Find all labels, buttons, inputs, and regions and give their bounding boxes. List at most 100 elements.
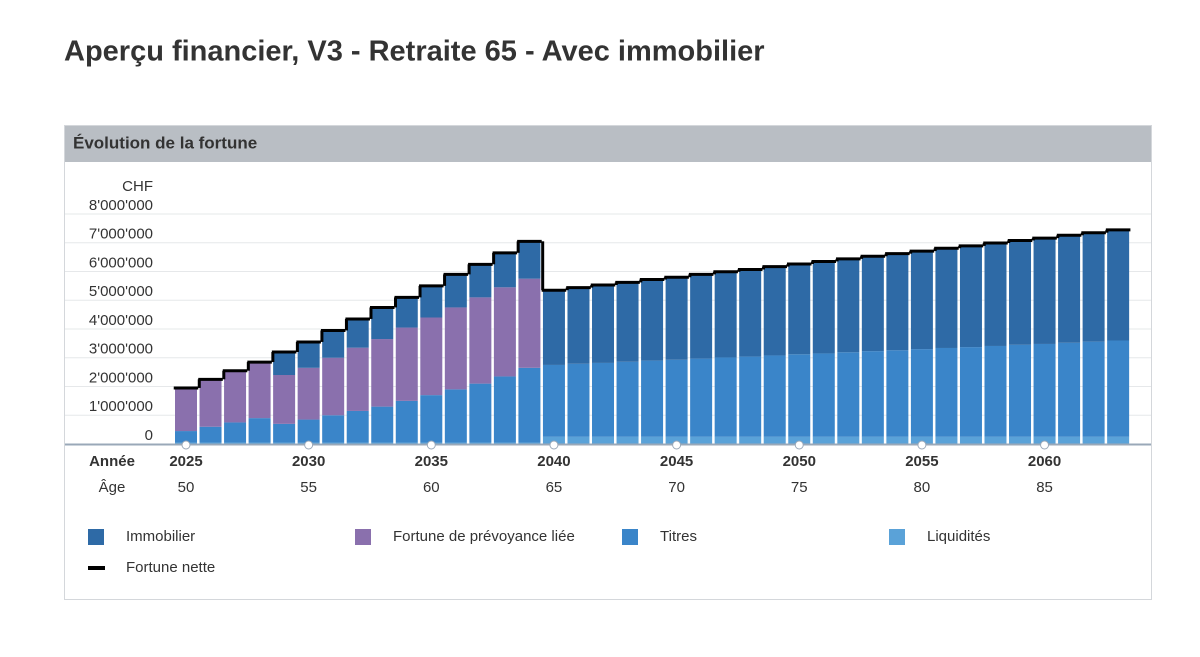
bar-segment <box>910 436 933 444</box>
bar-segment <box>567 287 590 364</box>
x-axis-dot <box>304 440 314 450</box>
bar-segment <box>273 375 296 424</box>
bar-segment <box>371 339 394 407</box>
bar-segment <box>641 436 664 444</box>
bar-segment <box>714 271 737 358</box>
legend-label: Immobilier <box>126 528 195 545</box>
bar-segment <box>861 436 884 444</box>
y-unit: CHF <box>122 178 153 195</box>
bar-segment <box>371 307 394 340</box>
bar-segment <box>224 370 247 423</box>
bar-segment <box>1082 436 1105 444</box>
bar-segment <box>1107 229 1130 341</box>
bar-segment <box>959 347 982 437</box>
bar-segment <box>395 297 418 328</box>
bar-segment <box>469 383 492 443</box>
bar-segment <box>1033 436 1056 444</box>
bar-segment <box>444 307 467 390</box>
bar-segment <box>469 264 492 298</box>
legend-swatch <box>355 529 371 545</box>
bar-segment <box>1009 240 1032 345</box>
legend-label: Fortune de prévoyance liée <box>393 528 575 545</box>
bar-segment <box>542 290 565 365</box>
bar-segment <box>199 426 222 443</box>
legend-label: Fortune nette <box>126 559 215 576</box>
bar-segment <box>714 436 737 444</box>
bar-segment <box>886 350 909 437</box>
bar-segment <box>542 436 565 444</box>
bar-segment <box>273 352 296 375</box>
bar-segment <box>665 277 688 360</box>
y-tick-label: 0 <box>145 427 153 444</box>
bar-segment <box>592 285 615 363</box>
x-axis-dot <box>181 440 191 450</box>
age-label: 80 <box>914 479 931 496</box>
bar-segment <box>739 269 762 357</box>
bar-segment <box>861 351 884 437</box>
legend-swatch <box>889 529 905 545</box>
bar-segment <box>616 436 639 444</box>
bar-segment <box>444 389 467 443</box>
bar-segment <box>861 256 884 352</box>
y-tick-label: 6'000'000 <box>89 254 153 271</box>
age-label: 55 <box>300 479 317 496</box>
bar-segment <box>616 282 639 362</box>
x-tick-label: 2050 <box>783 453 816 470</box>
bar-segment <box>592 362 615 437</box>
bar-segment <box>175 431 197 443</box>
bar-segment <box>763 266 786 356</box>
bar-segment <box>273 423 296 443</box>
bar-segment <box>690 436 713 444</box>
bar-segment <box>910 349 933 437</box>
bar-segment <box>812 353 835 437</box>
bar-segment <box>322 442 345 444</box>
bar-segment <box>1009 436 1032 444</box>
bar-segment <box>886 436 909 444</box>
bar-segment <box>935 436 958 444</box>
bar-segment <box>420 285 443 318</box>
age-label: 85 <box>1036 479 1053 496</box>
page-title: Aperçu financier, V3 - Retraite 65 - Ave… <box>64 36 765 68</box>
bar-segment <box>248 442 271 444</box>
x-tick-label: 2060 <box>1028 453 1061 470</box>
legend-swatch <box>88 566 105 570</box>
x-axis-dot <box>426 440 436 450</box>
bar-segment <box>346 318 369 348</box>
bar-segment <box>395 442 418 444</box>
y-tick-label: 3'000'000 <box>89 341 153 358</box>
y-tick-label: 1'000'000 <box>89 398 153 415</box>
bar-segment <box>395 327 418 401</box>
bar-segment <box>297 367 320 420</box>
age-label: 60 <box>423 479 440 496</box>
bar-segment <box>1033 343 1056 437</box>
x-label: Année <box>89 453 135 470</box>
x-tick-label: 2030 <box>292 453 325 470</box>
bar-segment <box>297 419 320 443</box>
bar-segment <box>469 442 492 444</box>
bar-segment <box>444 442 467 444</box>
bar-segment <box>1082 341 1105 437</box>
x-tick-label: 2045 <box>660 453 693 470</box>
bar-segment <box>493 376 516 443</box>
bar-segment <box>371 406 394 443</box>
bar-segment <box>665 359 688 437</box>
bar-segment <box>935 347 958 437</box>
bar-segment <box>984 345 1007 437</box>
bar-segment <box>346 347 369 411</box>
chart-title: Évolution de la fortune <box>73 133 257 152</box>
bar-segment <box>346 410 369 443</box>
age-label: 65 <box>546 479 563 496</box>
age-label: 70 <box>668 479 685 496</box>
bar-segment <box>248 362 271 419</box>
bar-segment <box>493 287 516 377</box>
y-tick-label: 8'000'000 <box>89 197 153 214</box>
bar-segment <box>567 436 590 444</box>
bar-segment <box>690 358 713 437</box>
bar-segment <box>469 297 492 384</box>
bar-segment <box>837 258 860 353</box>
panel-header <box>65 126 1151 162</box>
legend-swatch <box>88 529 104 545</box>
x-axis-dot <box>549 440 559 450</box>
bar-segment <box>1033 238 1056 344</box>
